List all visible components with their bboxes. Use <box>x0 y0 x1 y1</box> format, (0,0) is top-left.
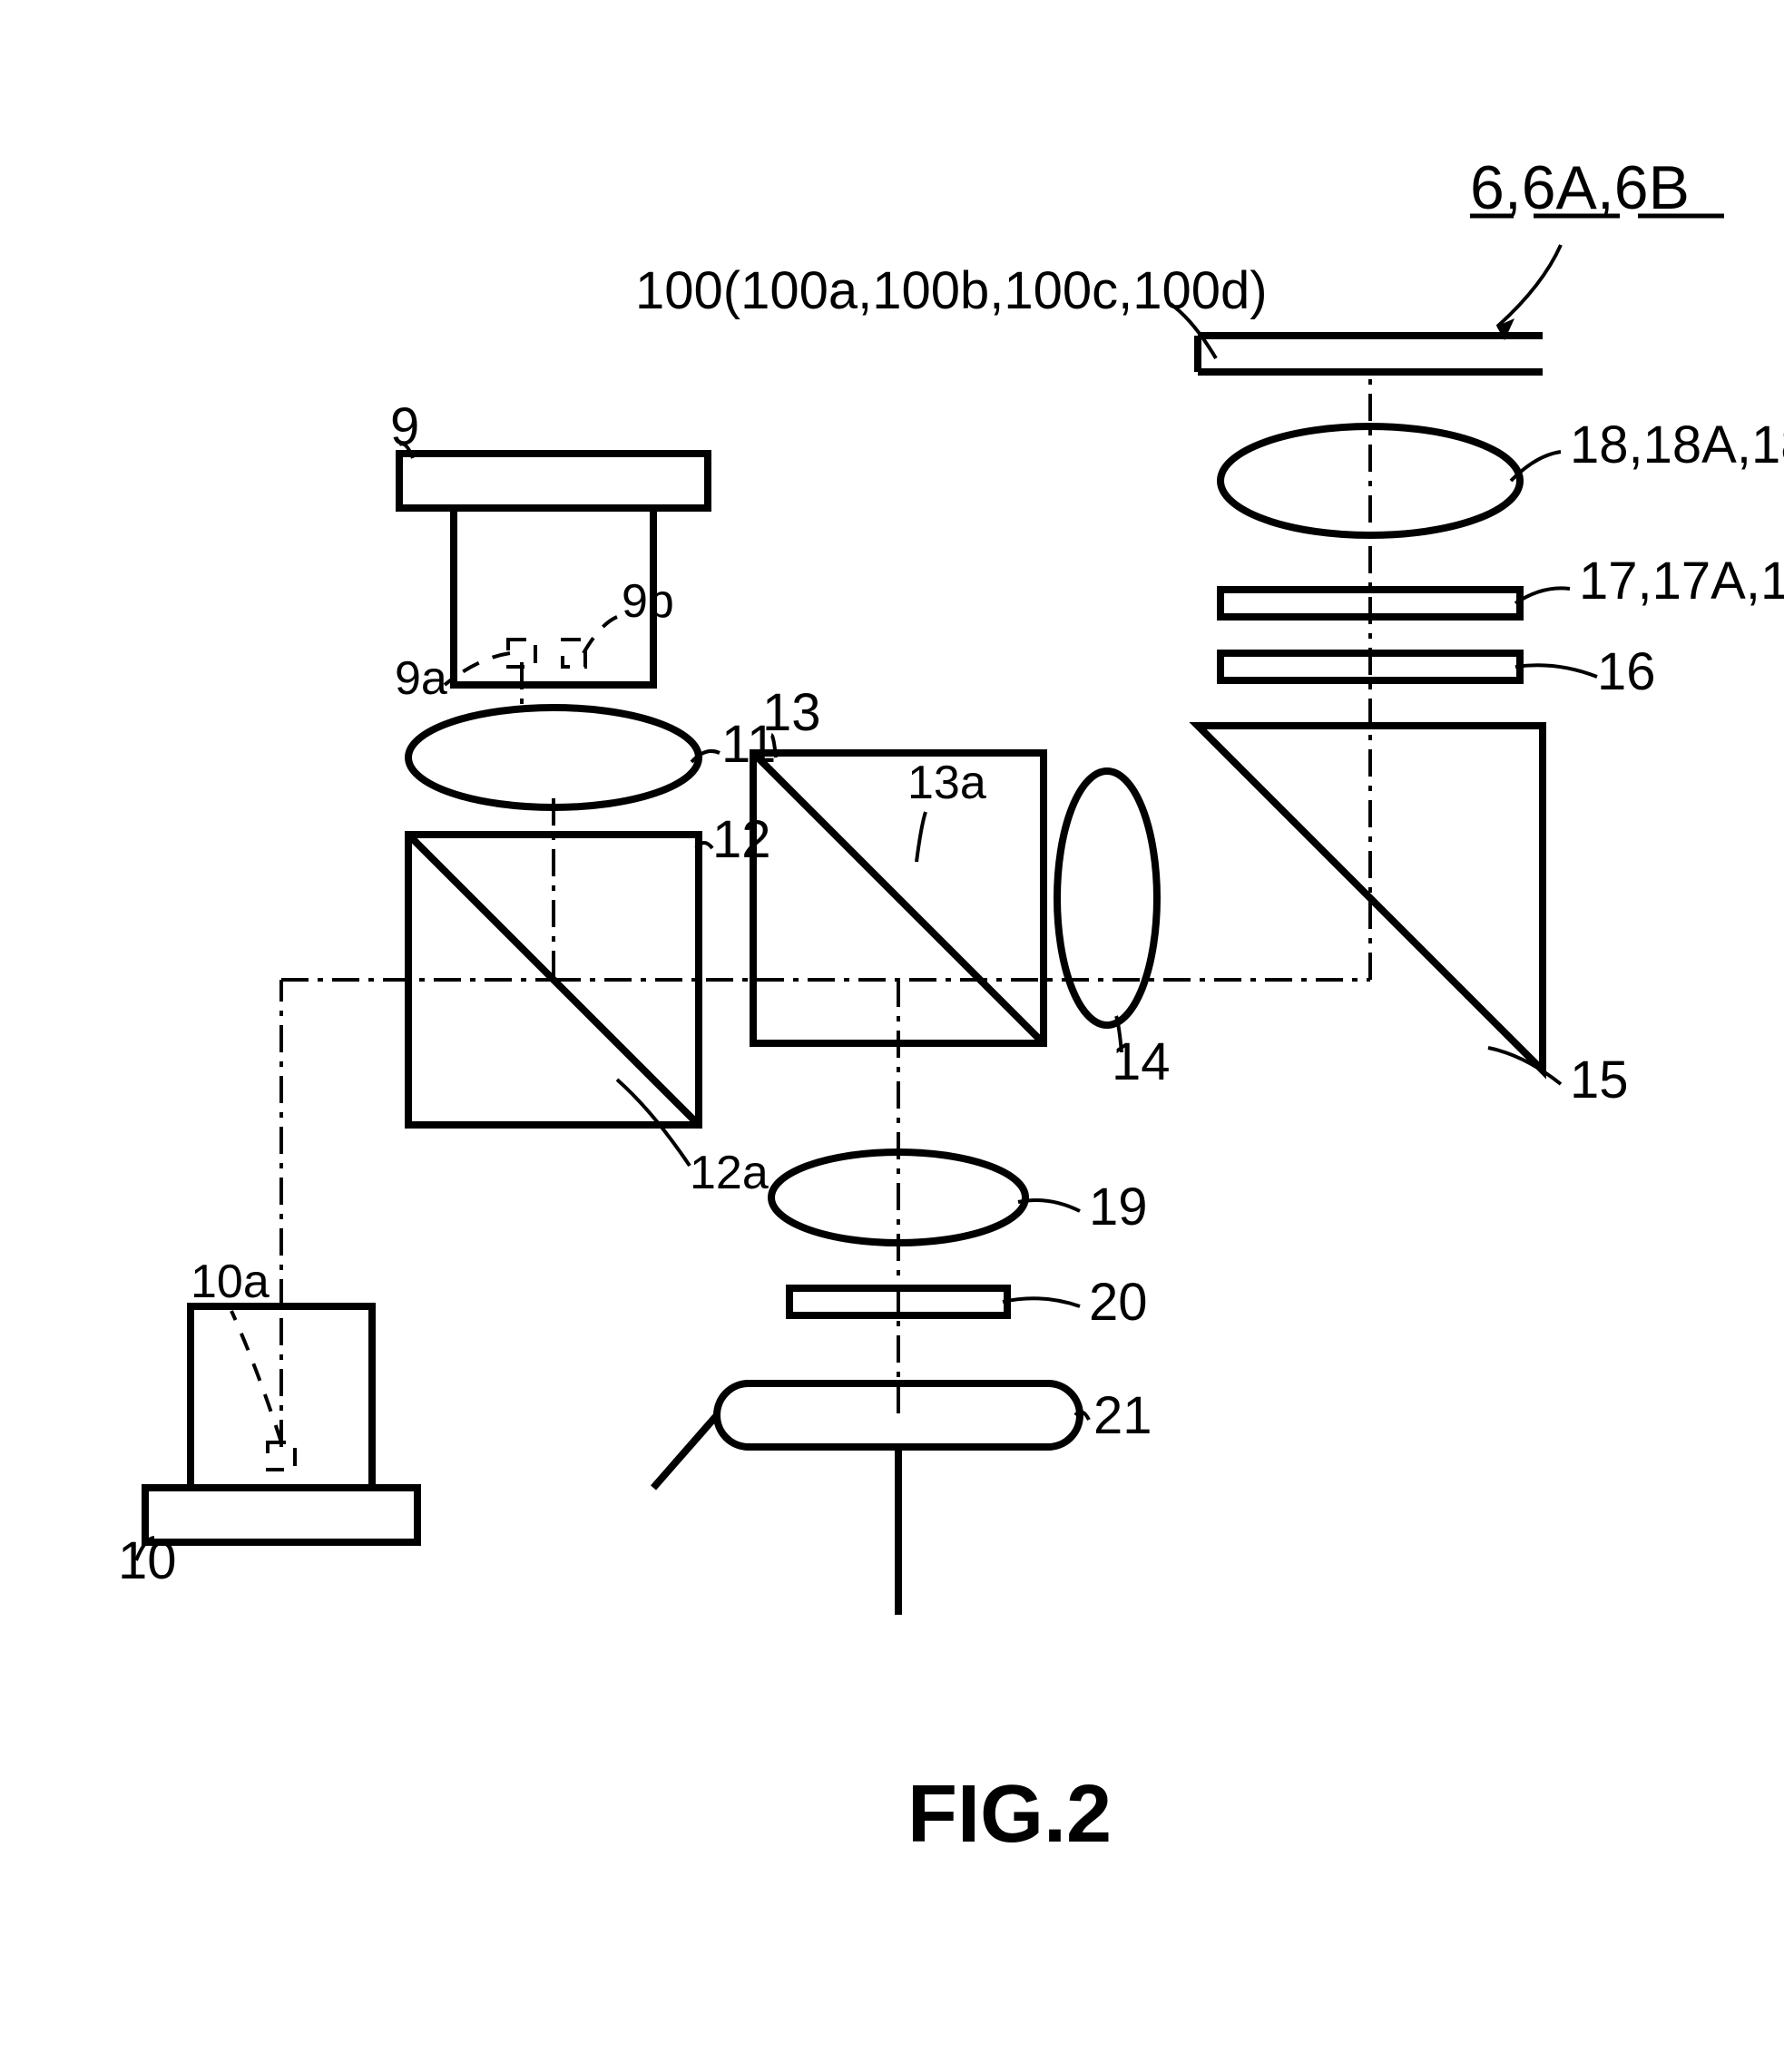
ref-label-10: 10 <box>118 1531 177 1590</box>
ref-label-9b: 9b <box>622 575 674 628</box>
title-label: 6,6A,6B <box>1470 153 1690 222</box>
ref-label-9a: 9a <box>395 652 447 705</box>
lens-11 <box>408 708 699 807</box>
ref-label-11: 11 <box>721 715 776 774</box>
ref-label-12a: 12a <box>690 1147 769 1199</box>
disc-100 <box>1198 336 1543 372</box>
lens-14 <box>1057 771 1157 1025</box>
ref-label-16: 16 <box>1597 642 1656 701</box>
ref-label-15: 15 <box>1570 1051 1629 1109</box>
ref-label-12: 12 <box>712 810 771 869</box>
ref-label-100: 100(100a,100b,100c,100d) <box>635 261 1268 320</box>
ref-label-14: 14 <box>1112 1032 1171 1091</box>
optical-diagram: 6,6A,6B 100(100a,100b,100c,100d) 18,18A,18… <box>0 0 1784 2072</box>
ref-label-10a: 10a <box>191 1256 270 1308</box>
ref-label-18: 18,18A,18B <box>1570 415 1784 474</box>
ref-label-13a: 13a <box>907 757 986 809</box>
prism-15 <box>1198 726 1543 1070</box>
figure-caption: FIG.2 <box>907 1769 1112 1860</box>
ref-label-9: 9 <box>390 397 419 456</box>
ref-label-21: 21 <box>1093 1386 1152 1445</box>
laser-9 <box>399 454 708 685</box>
ref-label-20: 20 <box>1089 1273 1148 1332</box>
ref-label-17: 17,17A,17B <box>1579 552 1784 611</box>
ref-label-19: 19 <box>1089 1178 1148 1236</box>
